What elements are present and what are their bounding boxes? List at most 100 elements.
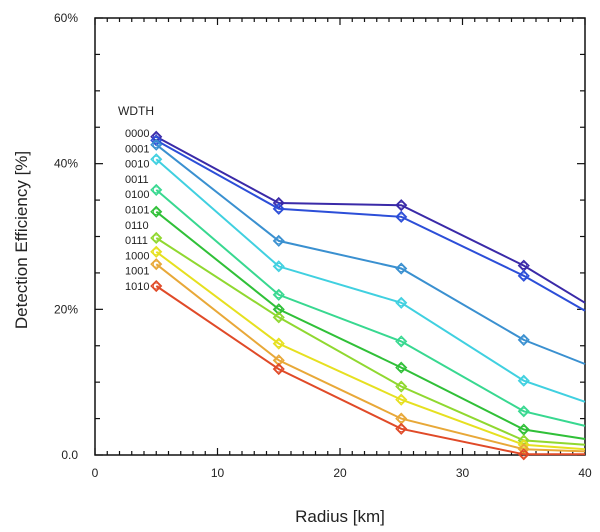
data-point xyxy=(272,260,285,273)
data-point xyxy=(150,231,163,245)
data-point-circle xyxy=(275,237,283,245)
x-axis-label: Radius [km] xyxy=(295,507,385,526)
data-point-circle xyxy=(397,383,405,391)
series-line xyxy=(155,263,586,453)
data-point xyxy=(395,210,408,223)
data-point-circle xyxy=(397,265,405,273)
data-point xyxy=(150,245,163,258)
legend-entry: 1000 xyxy=(125,250,149,262)
data-point-circle xyxy=(520,407,528,415)
data-point xyxy=(150,138,163,151)
legend-entry: 0011 xyxy=(125,174,149,186)
data-point xyxy=(517,269,530,282)
series-line xyxy=(155,158,586,403)
legend-entry: 0101 xyxy=(125,205,149,217)
data-point-circle xyxy=(152,248,160,256)
x-tick-label: 40 xyxy=(578,466,592,480)
legend-entry: 0111 xyxy=(125,235,148,247)
data-point xyxy=(272,362,285,376)
legend-title: WDTH xyxy=(118,104,154,118)
data-point xyxy=(395,199,408,212)
data-point xyxy=(395,361,408,374)
data-point-circle xyxy=(397,201,405,209)
data-point-circle xyxy=(275,291,283,299)
data-point xyxy=(150,205,163,218)
series-line xyxy=(155,285,585,456)
data-point-circle xyxy=(152,282,160,290)
data-point-circle xyxy=(397,337,405,345)
data-point-circle xyxy=(152,155,160,163)
data-point-circle xyxy=(397,415,405,423)
series-line xyxy=(155,135,586,304)
data-point xyxy=(395,296,408,309)
data-point xyxy=(272,354,285,367)
data-point-circle xyxy=(397,425,405,433)
data-point xyxy=(395,380,408,393)
data-point xyxy=(395,335,408,348)
x-tick-label: 20 xyxy=(333,466,347,480)
data-point-circle xyxy=(275,340,283,348)
legend-entry: 1001 xyxy=(125,266,149,278)
y-axis-label: Detection Efficiency [%] xyxy=(12,151,31,329)
data-point-circle xyxy=(275,313,283,321)
series-line xyxy=(155,237,586,446)
x-tick-label: 10 xyxy=(211,466,225,480)
data-point-circle xyxy=(520,336,528,344)
data-point-circle xyxy=(397,364,405,372)
data-point-circle xyxy=(152,136,160,144)
data-point xyxy=(517,448,530,461)
data-point-circle xyxy=(152,186,160,194)
x-tick-label: 0 xyxy=(92,466,99,480)
data-point xyxy=(395,393,408,406)
series-line xyxy=(155,189,586,427)
data-point-circle xyxy=(520,272,528,280)
data-point xyxy=(517,333,530,346)
data-point-circle xyxy=(275,365,283,373)
series-line xyxy=(155,210,586,440)
data-point xyxy=(150,258,163,271)
data-point xyxy=(395,262,408,275)
data-point xyxy=(395,422,408,435)
data-point-circle xyxy=(520,441,528,449)
data-point-circle xyxy=(275,262,283,270)
y-tick-label: 60% xyxy=(54,11,78,25)
data-point xyxy=(150,183,163,196)
data-point-circle xyxy=(275,205,283,213)
data-point xyxy=(272,311,285,324)
x-tick-label: 30 xyxy=(456,466,470,480)
data-point xyxy=(150,279,163,293)
series-line xyxy=(155,250,586,451)
data-point-circle xyxy=(152,234,160,242)
data-point xyxy=(272,234,285,247)
data-point-circle xyxy=(397,396,405,404)
data-point-circle xyxy=(520,450,528,458)
legend-entry: 0010 xyxy=(125,159,149,171)
legend-entry: 0110 xyxy=(125,220,149,232)
series-line xyxy=(155,143,586,365)
data-point xyxy=(272,337,285,350)
data-point-circle xyxy=(520,426,528,434)
data-point-circle xyxy=(152,260,160,268)
y-tick-label: 0.0 xyxy=(61,448,78,462)
data-point-circle xyxy=(520,445,528,453)
data-point-circle xyxy=(397,213,405,221)
data-point xyxy=(272,288,285,301)
legend-entry: 1010 xyxy=(125,281,149,293)
data-point xyxy=(517,405,530,418)
legend-entry: 0000 xyxy=(125,128,149,140)
data-point-circle xyxy=(520,377,528,385)
y-tick-label: 40% xyxy=(54,157,78,171)
data-point-circle xyxy=(152,141,160,149)
data-point xyxy=(150,153,163,166)
data-point xyxy=(272,202,285,215)
data-point-circle xyxy=(397,299,405,307)
legend-entry: 0001 xyxy=(125,143,149,155)
y-tick-label: 20% xyxy=(54,302,78,316)
legend-entry: 0100 xyxy=(125,189,149,201)
series-line xyxy=(155,139,586,312)
data-point-circle xyxy=(152,208,160,216)
data-point xyxy=(517,374,530,387)
data-point-circle xyxy=(520,262,528,270)
